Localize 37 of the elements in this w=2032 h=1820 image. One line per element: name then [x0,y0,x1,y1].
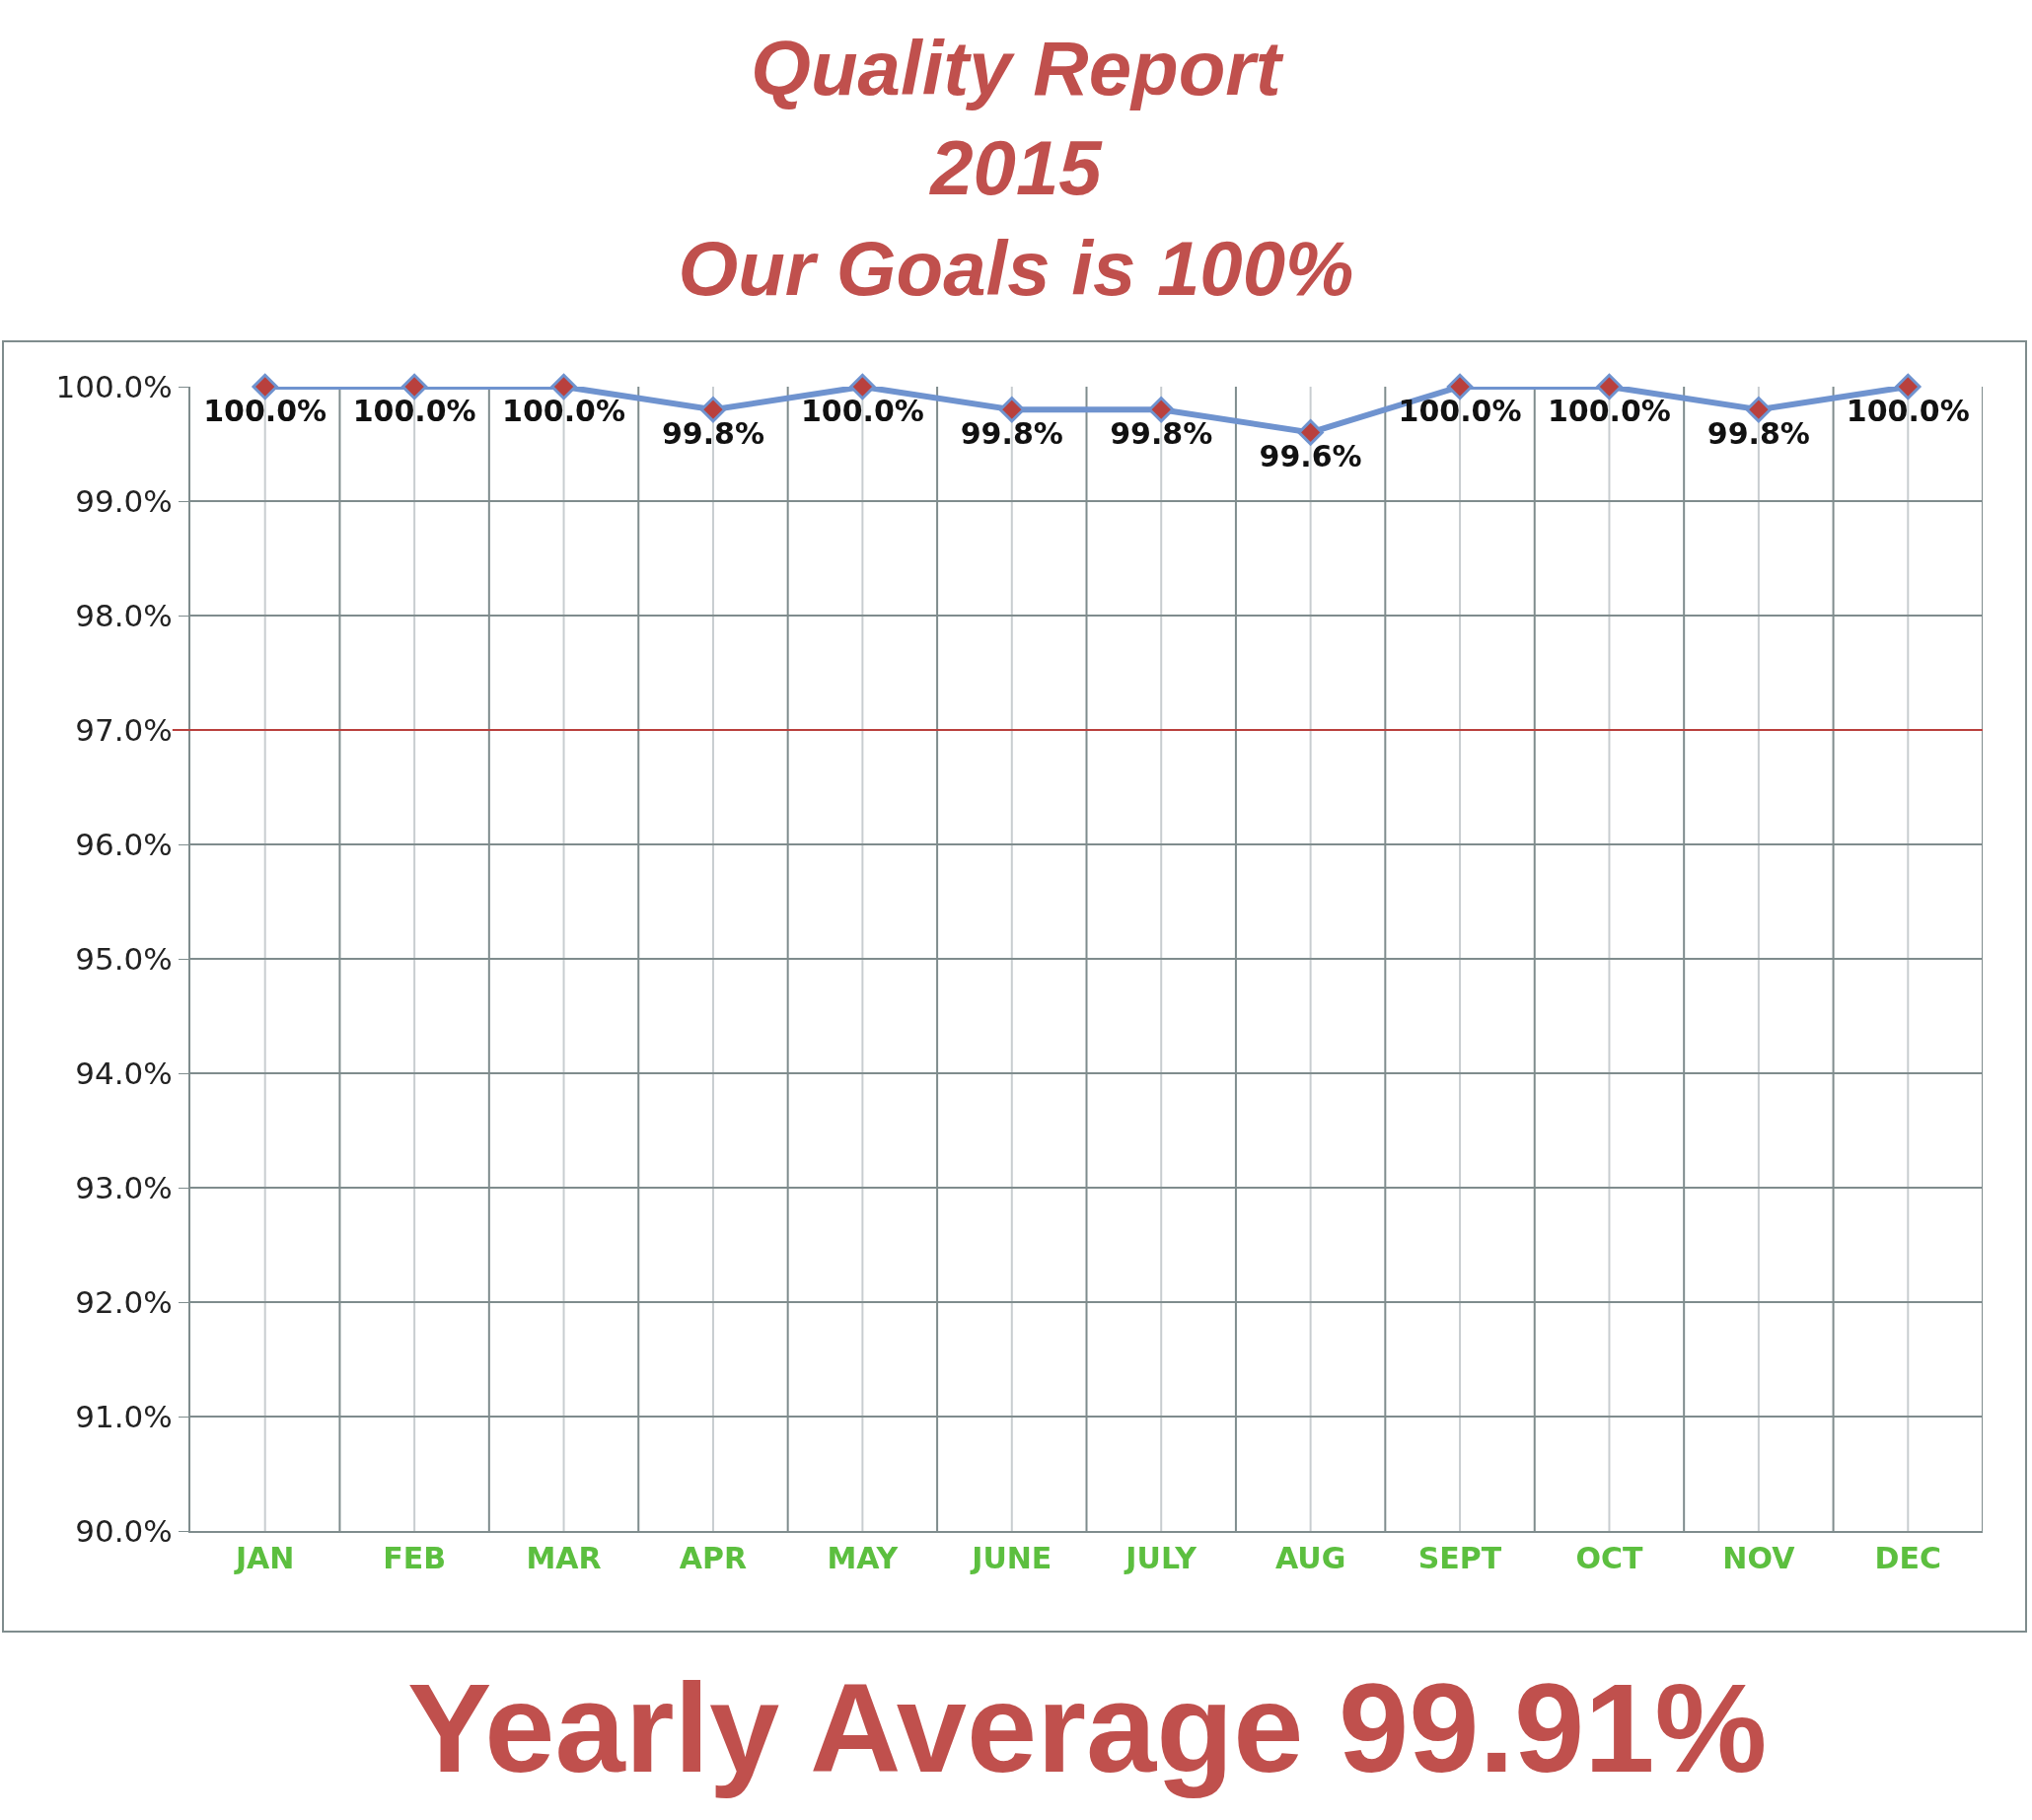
x-tick-label: DEC [1874,1541,1941,1575]
x-tick-label: APR [679,1541,748,1575]
text: Yearly Average 99.91% [407,1657,1768,1798]
x-tick-label: FEB [383,1541,447,1575]
y-tick-label: 98.0% [75,597,173,633]
data-label: 100.0% [1398,393,1522,428]
x-tick-label: MAY [827,1541,900,1575]
data-label: 100.0% [1547,393,1671,428]
data-label: 100.0% [800,393,924,428]
y-tick-label: 92.0% [75,1283,173,1320]
y-tick-label: 95.0% [75,940,173,977]
chart-title: Quality Report 2015 Our Goals is 100% [678,24,1354,312]
x-tick-label: SEPT [1417,1541,1502,1575]
x-tick-label: JULY [1124,1541,1198,1575]
data-label: 99.8% [1110,415,1213,451]
data-label: 99.8% [661,415,764,451]
data-label: 100.0% [352,393,476,428]
y-tick-label: 100.0% [55,368,173,404]
data-label: 99.8% [1706,415,1810,451]
data-label: 99.8% [960,415,1063,451]
data-label: 100.0% [1846,393,1970,428]
x-tick-label: MAR [526,1541,602,1575]
y-tick-label: 90.0% [75,1512,173,1549]
data-label: 100.0% [203,393,327,428]
y-tick-label: 94.0% [75,1055,173,1091]
x-tick-label: JAN [233,1541,295,1575]
x-tick-label: NOV [1722,1541,1796,1575]
y-tick-label: 97.0% [75,711,173,748]
x-tick-label: JUNE [970,1541,1052,1575]
y-tick-label: 91.0% [75,1398,173,1434]
y-tick-label: 93.0% [75,1169,173,1205]
x-tick-label: OCT [1575,1541,1643,1575]
y-tick-label: 99.0% [75,482,173,519]
data-label: 100.0% [502,393,626,428]
y-tick-label: 96.0% [75,826,173,862]
data-label: 99.6% [1259,439,1362,474]
x-tick-label: AUG [1274,1541,1346,1575]
